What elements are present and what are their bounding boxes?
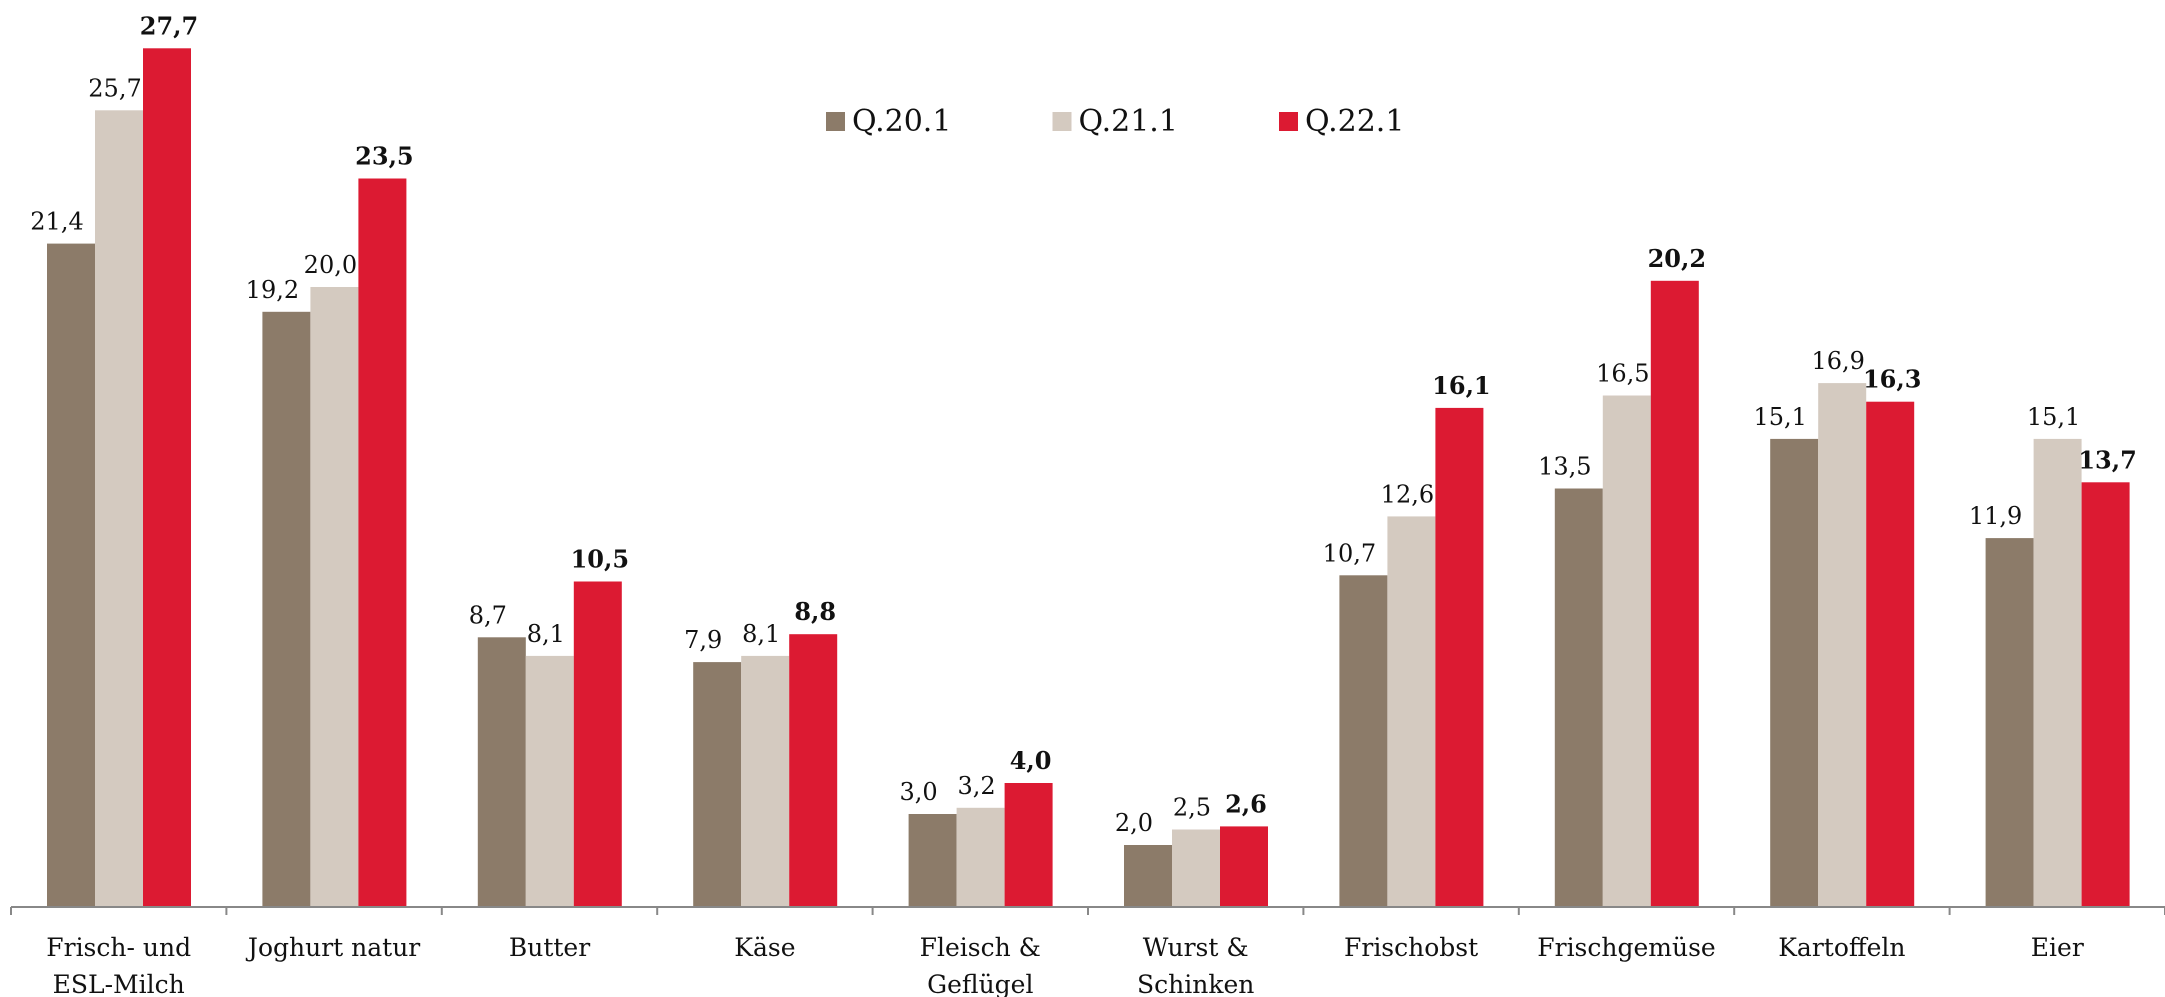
bar [525,655,574,907]
bar [1866,401,1915,907]
bar [1554,488,1603,907]
value-label: 16,1 [1432,371,1490,400]
value-label: 15,1 [1753,403,1806,431]
value-label: 8,7 [469,601,507,629]
x-tick-label: Eier [2030,933,2084,962]
bar [693,662,742,907]
value-label: 12,6 [1381,480,1434,508]
value-label: 2,6 [1225,789,1267,818]
value-label: 3,0 [900,778,938,806]
x-tick-label: Frischgemüse [1537,933,1716,962]
bar [1435,407,1484,907]
bar [741,655,790,907]
legend-swatch [1052,112,1072,131]
bar [1985,538,2034,907]
bar [956,807,1005,907]
bar [1124,845,1172,907]
value-label: 8,1 [527,620,565,648]
bar [2033,438,2082,907]
value-label: 10,7 [1323,539,1376,567]
x-tick-label: Butter [508,933,591,962]
value-label: 16,9 [1811,347,1864,375]
value-label: 7,9 [684,626,722,654]
legend-label: Q.20.1 [852,104,951,139]
value-label: 21,4 [30,208,83,236]
x-tick-label: Joghurt natur [247,933,421,962]
x-tick-label: Wurst & Schinken [1137,933,1255,997]
x-tick-label: Kartoffeln [1778,933,1906,962]
bar [310,287,359,907]
bar [1770,438,1819,907]
value-label: 13,7 [2078,445,2136,474]
bar [477,637,526,907]
value-label: 23,5 [355,142,413,171]
value-label: 8,1 [742,620,780,648]
value-label: 15,1 [2027,403,2080,431]
value-label: 11,9 [1969,502,2022,530]
value-label: 20,0 [304,251,357,279]
bar [262,311,311,907]
bar [2081,482,2130,907]
bar [1818,383,1867,908]
bar [789,634,838,907]
value-label: 8,8 [794,597,836,626]
bar [1387,516,1436,907]
bar [1339,575,1388,907]
bar [47,243,95,908]
bar [143,48,191,908]
bar [95,110,143,908]
value-label: 16,5 [1596,360,1649,388]
bar [908,814,957,907]
x-tick-label: Frischobst [1344,933,1479,962]
value-label: 20,2 [1648,244,1706,273]
value-label: 4,0 [1010,746,1052,775]
bar [1220,826,1268,907]
bar [1602,395,1651,907]
bar [1650,280,1699,907]
value-label: 3,2 [958,772,996,800]
value-label: 2,0 [1115,809,1153,837]
value-label: 25,7 [88,74,141,102]
legend-label: Q.22.1 [1305,104,1404,139]
x-tick-label: Fleisch & Geflügel [919,933,1041,997]
bar [1004,783,1053,907]
value-label: 2,5 [1173,794,1211,822]
value-label: 27,7 [140,11,198,40]
bar [358,178,407,907]
x-tick-label: Käse [734,933,796,962]
x-tick-label: Frisch- und ESL-Milch [46,933,192,997]
bar [573,581,622,907]
bar [1172,829,1220,907]
legend-swatch [1279,112,1298,131]
legend-label: Q.21.1 [1079,104,1178,139]
value-label: 16,3 [1863,365,1921,394]
value-label: 13,5 [1538,453,1591,481]
value-label: 10,5 [571,545,629,574]
legend-swatch [826,112,845,131]
value-label: 19,2 [246,276,299,304]
